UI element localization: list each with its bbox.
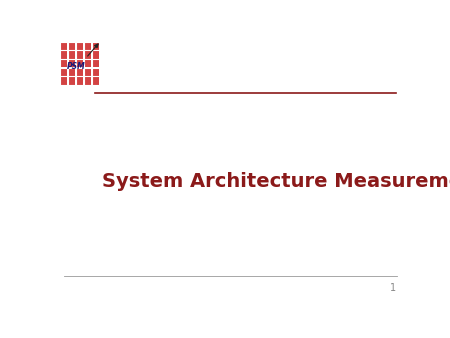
Text: 1: 1 — [390, 283, 396, 293]
Bar — [76, 68, 83, 76]
Bar — [68, 76, 76, 84]
Bar — [84, 51, 91, 59]
Text: PSM: PSM — [67, 62, 86, 71]
Bar — [76, 76, 83, 84]
Bar — [92, 76, 99, 84]
Bar — [76, 42, 83, 50]
Bar — [68, 68, 76, 76]
Bar — [92, 42, 99, 50]
Bar — [84, 76, 91, 84]
Bar — [60, 51, 68, 59]
Bar — [84, 59, 91, 67]
Bar — [92, 68, 99, 76]
Bar — [60, 76, 68, 84]
Bar — [60, 42, 68, 50]
Bar — [76, 59, 83, 67]
Bar — [68, 51, 76, 59]
Bar — [68, 42, 76, 50]
Bar — [76, 51, 83, 59]
Bar — [92, 51, 99, 59]
Bar — [84, 42, 91, 50]
Text: System Architecture Measurement: System Architecture Measurement — [102, 172, 450, 191]
Bar — [60, 68, 68, 76]
Bar — [92, 59, 99, 67]
Bar — [84, 68, 91, 76]
Bar — [60, 59, 68, 67]
Bar — [68, 59, 76, 67]
